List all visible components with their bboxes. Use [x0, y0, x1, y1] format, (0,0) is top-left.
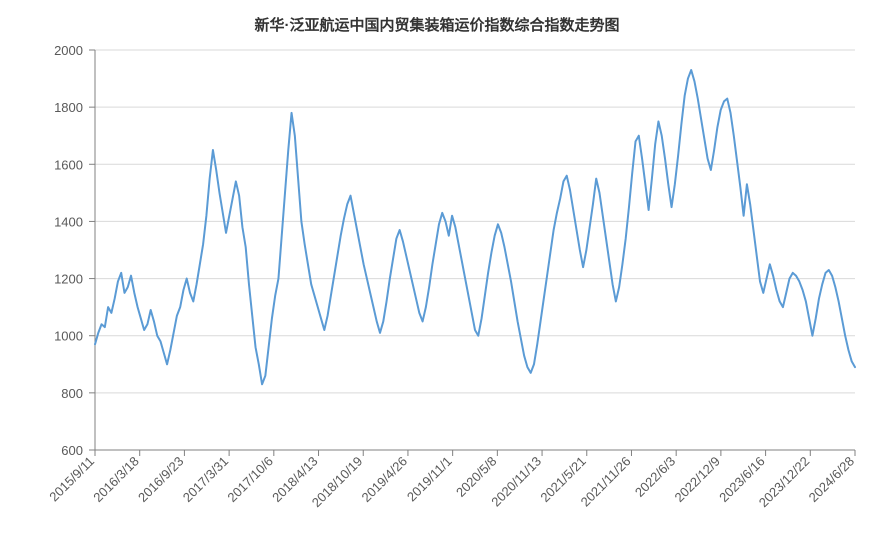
y-axis-label: 1200	[54, 272, 83, 287]
y-axis-label: 1800	[54, 100, 83, 115]
series-line	[95, 70, 855, 384]
y-axis-label: 600	[61, 443, 83, 458]
y-axis-label: 1600	[54, 157, 83, 172]
x-axis-label: 2024/6/28	[806, 454, 858, 506]
chart-container: 新华·泛亚航运中国内贸集装箱运价指数综合指数走势图 60080010001200…	[0, 0, 874, 546]
y-axis-label: 1000	[54, 329, 83, 344]
x-axis-label: 2022/6/3	[632, 454, 678, 500]
y-axis-label: 1400	[54, 214, 83, 229]
x-axis-label: 2019/4/26	[359, 454, 411, 506]
x-axis-label: 2016/9/23	[135, 454, 187, 506]
x-axis-label: 2019/11/1	[404, 454, 455, 505]
y-axis-label: 800	[61, 386, 83, 401]
x-axis-label: 2016/3/18	[90, 454, 142, 506]
chart-svg: 6008001000120014001600180020002015/9/112…	[0, 0, 874, 546]
y-axis-label: 2000	[54, 43, 83, 58]
x-axis-label: 2015/9/11	[46, 454, 97, 505]
x-axis-label: 2017/10/6	[224, 454, 276, 506]
x-axis-label: 2022/12/9	[671, 454, 723, 506]
x-axis-label: 2020/5/8	[453, 454, 499, 500]
x-axis-label: 2017/3/31	[180, 454, 232, 506]
